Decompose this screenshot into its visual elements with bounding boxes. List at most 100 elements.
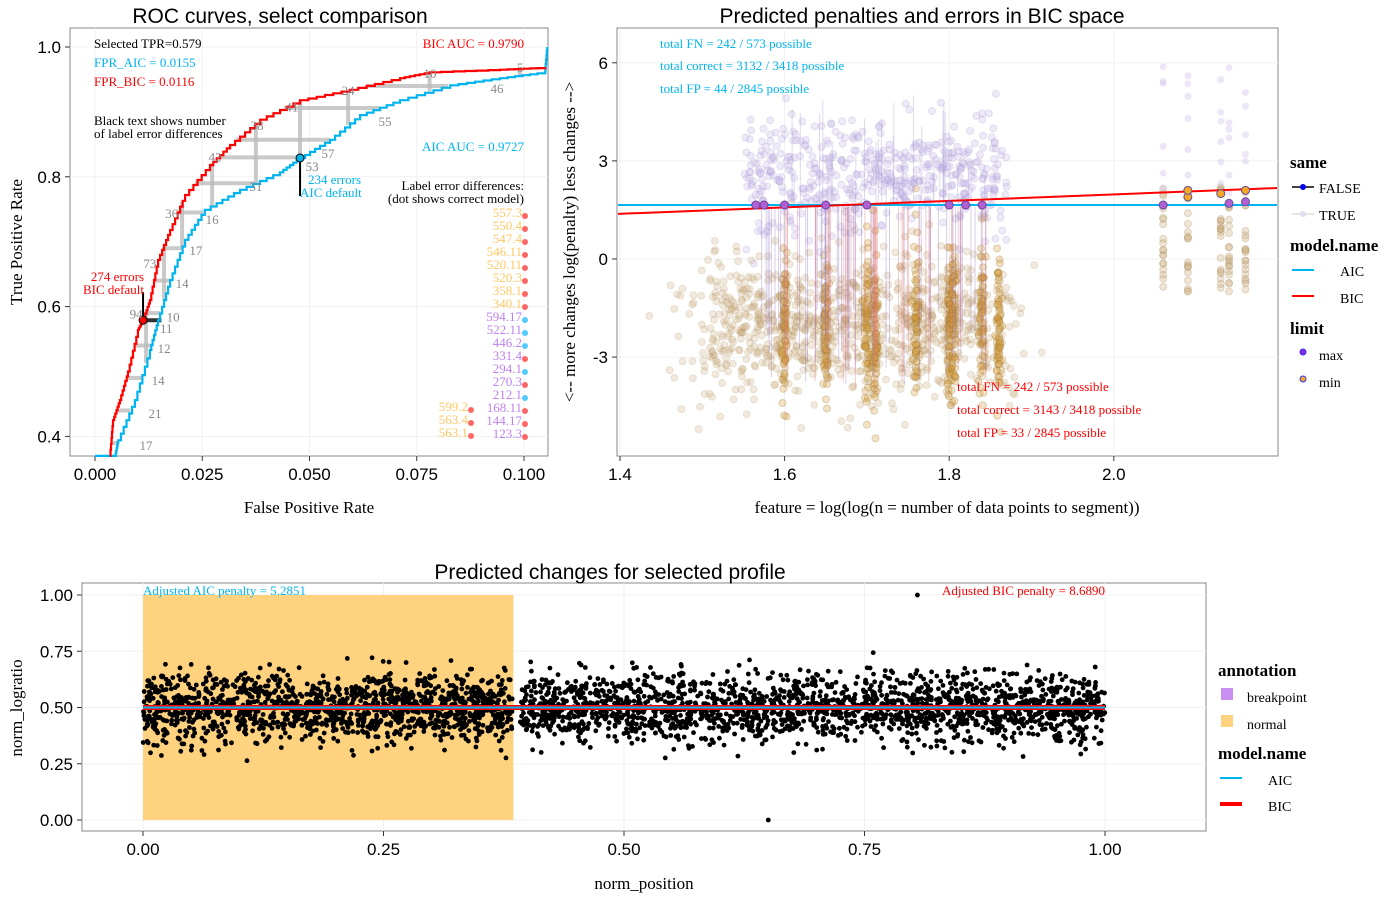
data-point [648,665,653,670]
data-point [1009,735,1015,740]
legend-bic-label: BIC [1340,292,1363,307]
data-point [940,683,946,688]
data-point [678,713,683,718]
data-point [718,687,724,692]
x-tick-label: 0.75 [848,840,881,859]
data-point [635,677,641,683]
min-limit-point [767,362,776,371]
data-point [824,682,830,687]
min-limit-point [864,377,873,386]
data-point [401,724,407,729]
data-point [676,689,682,694]
data-point [751,710,757,716]
min-limit-point [781,325,790,334]
max-limit-point [905,152,914,161]
min-limit-point [705,389,714,398]
data-point [797,667,803,673]
max-limit-point [967,183,976,192]
min-limit-point [862,222,871,231]
data-point [628,686,634,691]
min-limit-point [976,340,985,349]
min-limit-point [753,323,762,332]
min-limit-point [1241,234,1250,243]
min-limit-point [708,353,717,362]
min-limit-point [706,324,715,333]
min-limit-point [765,298,774,307]
max-limit-point [801,136,810,145]
data-point [384,721,389,727]
label-difference-entry: 550.4 [493,218,523,233]
legend-false-label: FALSE [1319,182,1361,197]
data-point [358,698,363,704]
min-limit-point [948,307,957,316]
data-point [786,699,792,704]
min-limit-point [712,357,721,366]
min-limit-point [1216,214,1225,223]
min-limit-point [931,327,940,336]
min-limit-point [788,337,797,346]
min-limit-point [870,406,879,415]
min-limit-point [763,340,772,349]
data-point [216,729,222,734]
data-point [1016,725,1022,731]
min-limit-point [1225,287,1234,296]
min-limit-point [772,364,781,373]
min-limit-point [865,353,874,362]
min-limit-point [908,355,917,364]
min-limit-point [697,338,706,347]
data-point [778,687,783,693]
data-point [260,732,266,737]
data-point [637,725,643,731]
max-limit-point [1159,142,1167,150]
min-limit-point [944,311,953,320]
data-point [904,739,910,745]
y-tick-label: 0.25 [40,755,73,774]
min-limit-point [716,412,725,421]
max-limit-point [998,226,1007,235]
data-point [881,745,886,751]
data-point [163,687,169,692]
data-point [486,691,491,697]
fpr-aic: FPR_AIC = 0.0155 [94,55,196,70]
min-limit-point [987,300,996,309]
min-limit-point [978,372,987,381]
data-point [405,709,411,715]
data-point [770,721,776,727]
min-limit-point [909,372,918,381]
data-point [321,730,327,736]
max-limit-point [1184,92,1192,100]
data-point [182,678,188,683]
data-point [770,685,776,691]
max-limit-point [907,214,916,223]
data-point [287,734,292,740]
min-limit-point [718,288,727,297]
difference-count-label: 42 [209,150,222,165]
data-point [432,673,438,679]
data-point [151,742,157,748]
max-limit-point [1184,114,1192,122]
data-point [175,735,181,741]
data-point [388,671,393,676]
max-limit-point [763,182,772,191]
correct-model-dot [522,382,528,388]
min-limit-point [848,312,857,321]
min-limit-point [948,362,957,371]
black-text-note-2: of label error differences [94,126,223,141]
min-limit-point [710,236,719,245]
min-limit-point [699,356,708,365]
diff-title-1: Label error differences: [402,178,524,193]
min-limit-point [735,345,744,354]
min-limit-point [731,306,740,315]
max-limit-point-selected [977,200,987,210]
min-limit-point [922,312,931,321]
data-point [206,715,212,720]
max-limit-point [989,124,998,133]
max-limit-point [979,131,988,140]
min-limit-point [837,417,846,426]
bic-default-point [138,315,148,325]
min-limit-point [786,283,795,292]
min-limit-point [750,302,759,311]
data-point [687,681,693,687]
min-limit-point [910,297,919,306]
min-limit-point [773,342,782,351]
